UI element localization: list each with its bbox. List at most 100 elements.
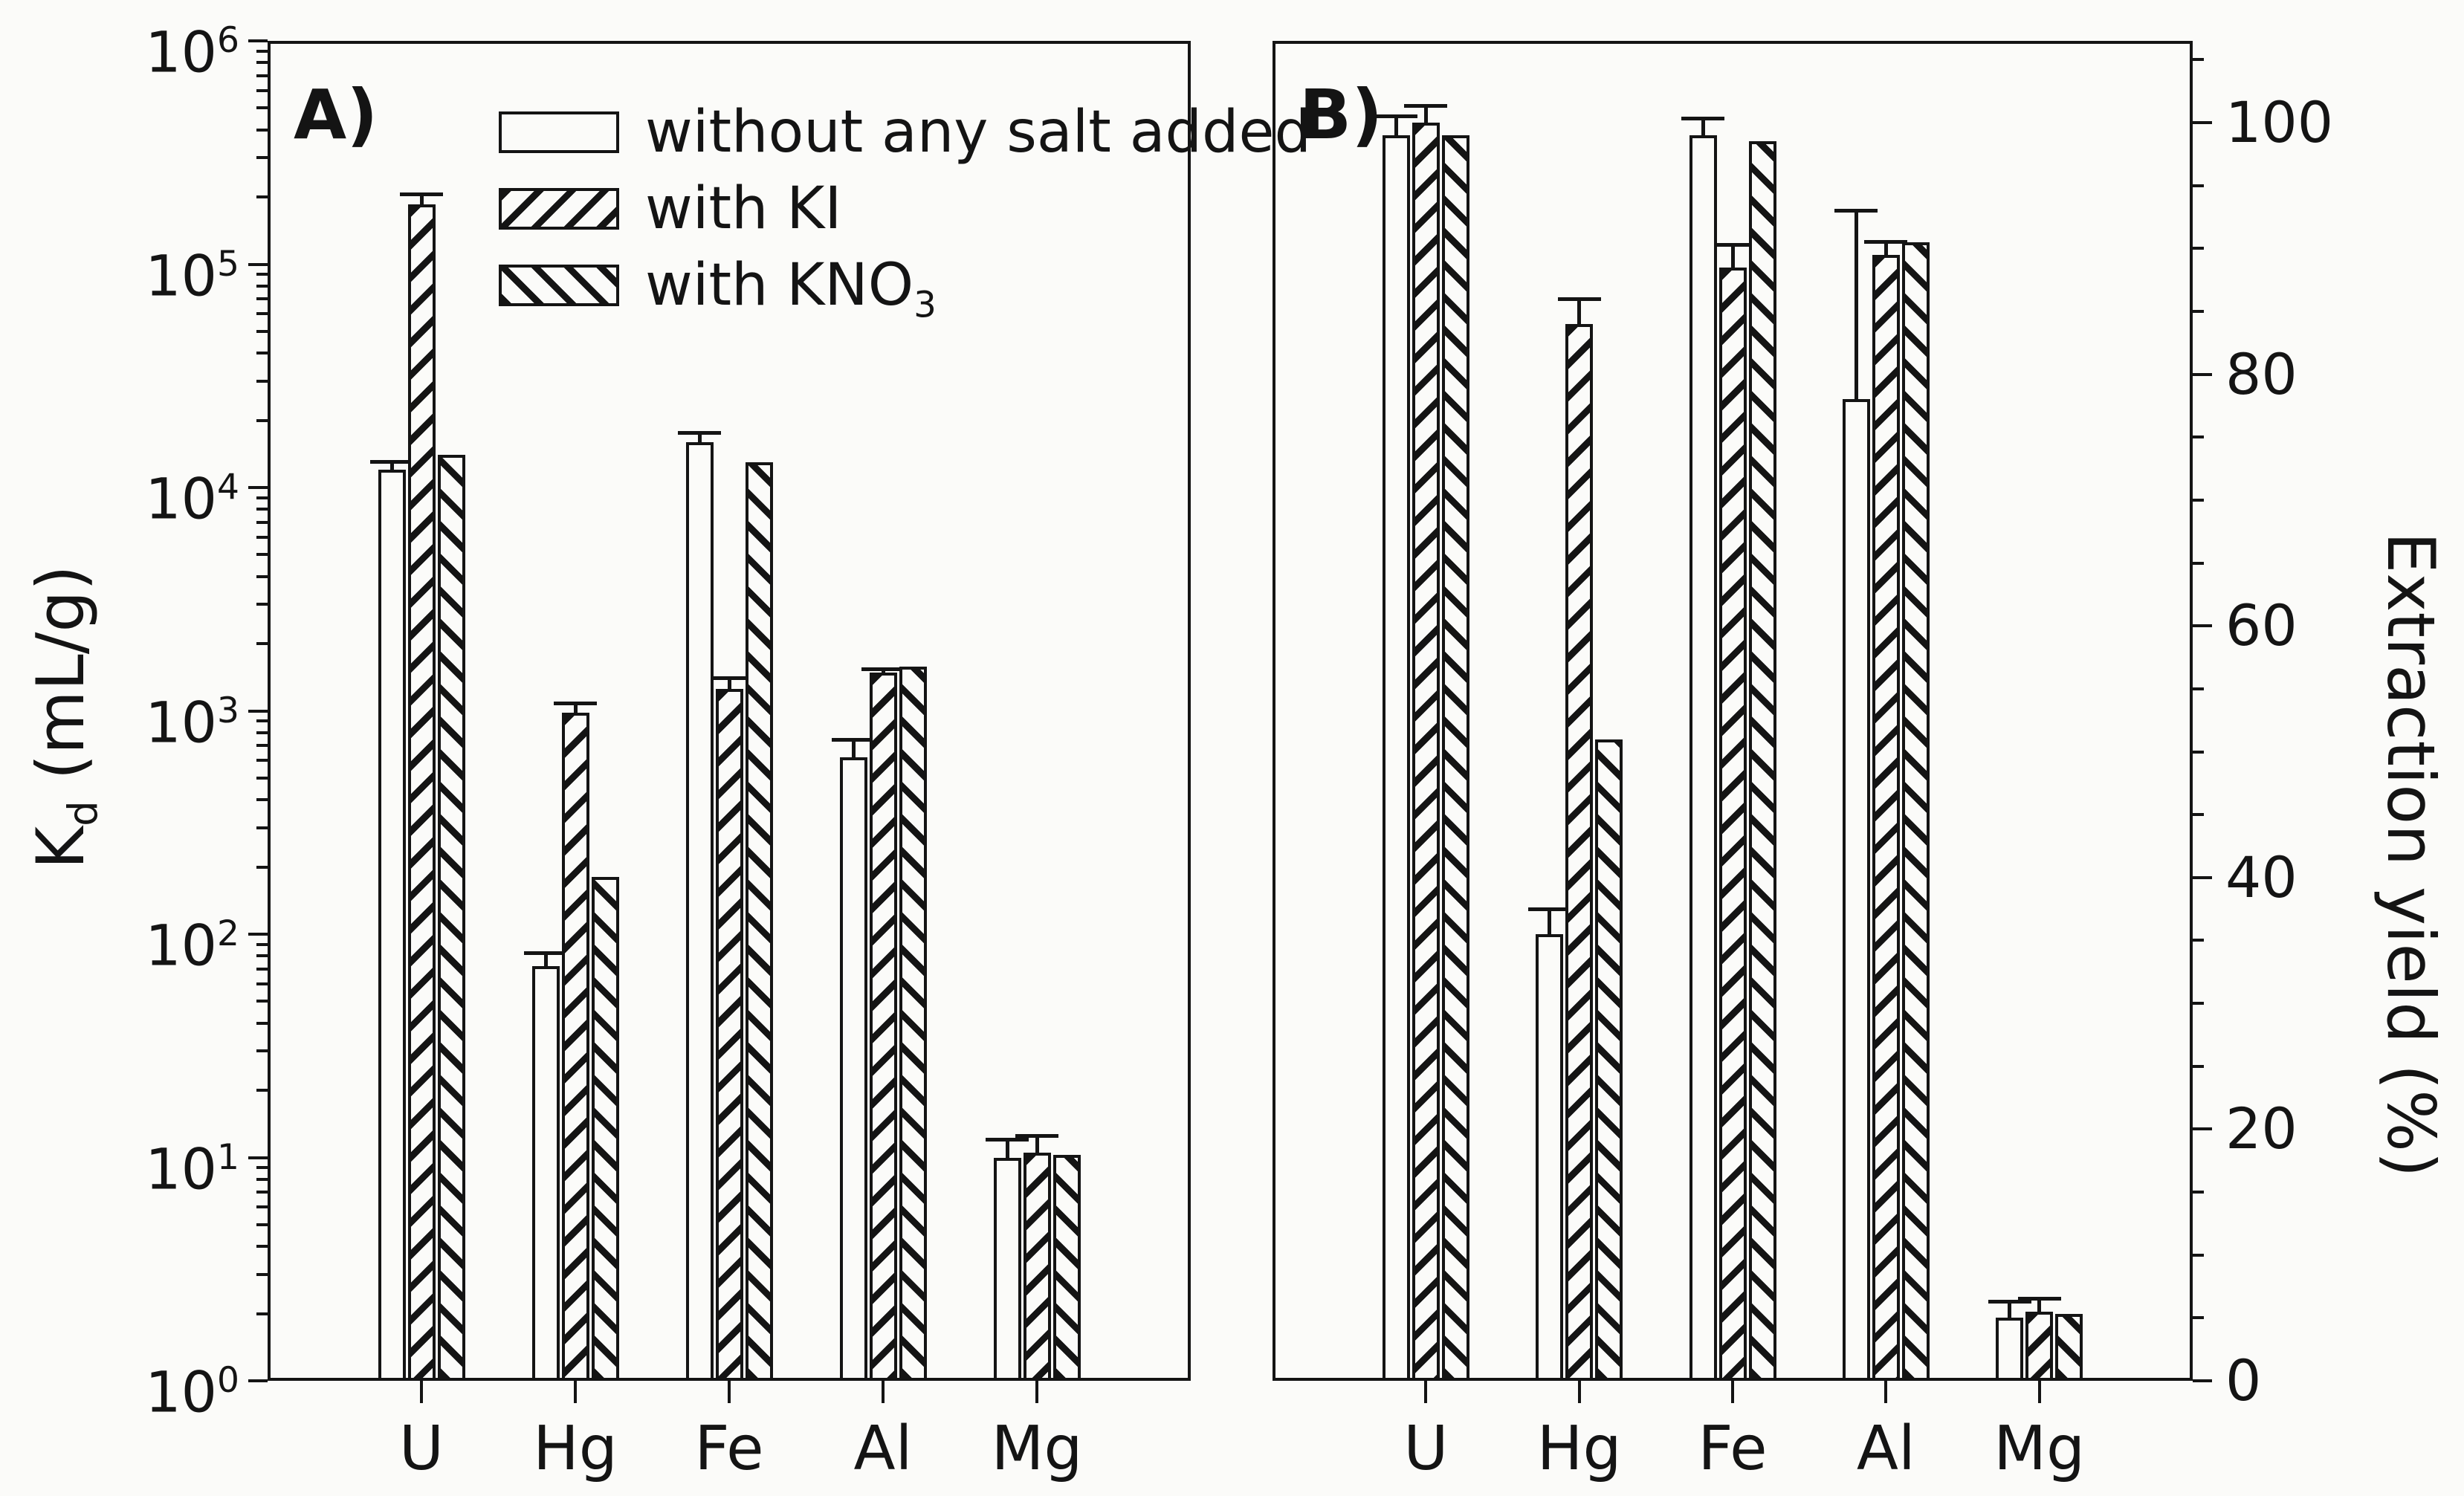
y-minor-tick [2193, 1253, 2204, 1257]
y-minor-tick [256, 1191, 268, 1194]
error-bar-cap [678, 431, 721, 435]
bar-a-hg-no-salt [531, 965, 560, 1381]
x-category-label-hg: Hg [533, 1414, 618, 1484]
error-bar-cap [1864, 240, 1908, 245]
panel-a-label: A) [294, 75, 378, 155]
bar-a-al-kno3 [899, 666, 927, 1381]
bar-a-mg-kno3 [1052, 1154, 1081, 1381]
y-minor-tick [256, 1312, 268, 1315]
error-bar-cap [554, 701, 597, 705]
y-minor-tick [256, 49, 268, 53]
bar-b-fe-no-salt [1689, 135, 1717, 1381]
y-tick-label: 40 [2225, 843, 2298, 910]
y-minor-tick [256, 329, 268, 333]
y-minor-tick [256, 156, 268, 160]
y-minor-tick [256, 297, 268, 301]
y-major-tick [2193, 875, 2212, 879]
y-minor-tick [256, 312, 268, 316]
y-tick-label: 104 [145, 465, 239, 532]
bar-a-hg-kno3 [591, 877, 619, 1381]
y-minor-tick [2193, 687, 2204, 690]
y-tick-label: 100 [145, 1359, 239, 1425]
bar-b-u-kno3 [1441, 135, 1469, 1381]
y-minor-tick [256, 535, 268, 539]
y-minor-tick [2193, 939, 2204, 942]
bar-a-al-no-salt [839, 757, 867, 1381]
y-minor-tick [256, 954, 268, 958]
y-axis-title-left-units: (mL/g) [22, 565, 99, 801]
y-minor-tick [256, 642, 268, 646]
y-minor-tick [256, 61, 268, 65]
bar-a-u-ki [407, 204, 436, 1381]
x-tick [1731, 1381, 1734, 1403]
y-tick-label: 102 [145, 912, 239, 979]
error-bar-stem [1854, 210, 1858, 430]
y-tick-label: 101 [145, 1135, 239, 1202]
y-minor-tick [2193, 1191, 2204, 1194]
y-major-tick [248, 262, 268, 266]
bar-a-u-no-salt [378, 470, 406, 1381]
y-tick-label: 100 [2225, 89, 2334, 155]
y-minor-tick [256, 106, 268, 110]
bar-b-hg-no-salt [1536, 933, 1564, 1381]
x-category-label-fe: Fe [1698, 1414, 1768, 1484]
legend-swatch-kno3 [499, 265, 619, 306]
y-tick-label: 20 [2225, 1095, 2298, 1162]
x-tick [882, 1381, 885, 1403]
y-minor-tick [256, 759, 268, 762]
bar-b-al-kno3 [1901, 242, 1930, 1381]
y-minor-tick [256, 553, 268, 557]
bar-a-mg-no-salt [993, 1157, 1021, 1381]
error-bar-cap [1988, 1299, 2031, 1304]
y-major-tick [2193, 624, 2212, 628]
y-minor-tick [256, 273, 268, 276]
y-minor-tick [2193, 1064, 2204, 1068]
y-major-tick [248, 1379, 268, 1382]
bar-a-mg-ki [1023, 1153, 1051, 1381]
y-minor-tick [256, 744, 268, 748]
y-minor-tick [2193, 561, 2204, 565]
bar-a-u-kno3 [437, 455, 465, 1381]
bar-b-fe-kno3 [1748, 141, 1776, 1381]
y-tick-label: 0 [2225, 1347, 2262, 1414]
legend-label-ki: with KI [645, 178, 841, 260]
x-category-label-hg: Hg [1536, 1414, 1622, 1484]
y-tick-label: 106 [145, 19, 239, 85]
legend-label-kno3-sub: 3 [914, 284, 937, 326]
error-bar-cap [1374, 114, 1418, 119]
error-bar-cap [1834, 209, 1878, 213]
error-bar-cap [1404, 104, 1448, 109]
legend-label-ki-text: with KI [645, 175, 842, 242]
y-axis-title-left-main: K [22, 826, 99, 870]
error-bar-cap [524, 951, 567, 956]
y-major-tick [248, 39, 268, 42]
error-bar-cap [370, 460, 413, 464]
y-major-tick [2193, 121, 2212, 124]
legend-label-kno3: with KNO3 [645, 254, 937, 337]
y-major-tick [2193, 1379, 2212, 1382]
y-minor-tick [256, 1000, 268, 1003]
y-tick-label: 105 [145, 242, 239, 308]
y-minor-tick [256, 1272, 268, 1276]
y-tick-label: 60 [2225, 592, 2298, 659]
bar-b-fe-ki [1718, 267, 1747, 1381]
y-minor-tick [256, 1205, 268, 1209]
x-category-label-al: Al [853, 1414, 913, 1484]
y-minor-tick [256, 967, 268, 971]
x-tick [574, 1381, 577, 1403]
bar-a-al-ki [869, 673, 897, 1381]
legend-label-no-salt-text: without any salt added [645, 99, 1312, 166]
y-minor-tick [256, 574, 268, 578]
legend-label-no-salt: without any salt added [645, 101, 1311, 184]
x-tick [728, 1381, 731, 1403]
y-minor-tick [256, 128, 268, 132]
y-minor-tick [256, 1177, 268, 1181]
y-minor-tick [256, 1166, 268, 1170]
bar-b-mg-ki [2025, 1311, 2054, 1381]
x-tick [1577, 1381, 1581, 1403]
y-major-tick [248, 486, 268, 489]
x-category-label-fe: Fe [694, 1414, 764, 1484]
x-tick [1035, 1381, 1038, 1403]
bar-b-mg-no-salt [1996, 1318, 2024, 1381]
